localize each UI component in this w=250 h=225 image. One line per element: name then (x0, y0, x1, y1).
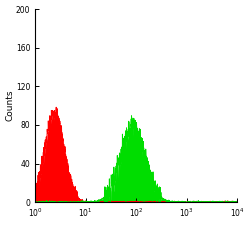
Y-axis label: Counts: Counts (6, 90, 15, 121)
